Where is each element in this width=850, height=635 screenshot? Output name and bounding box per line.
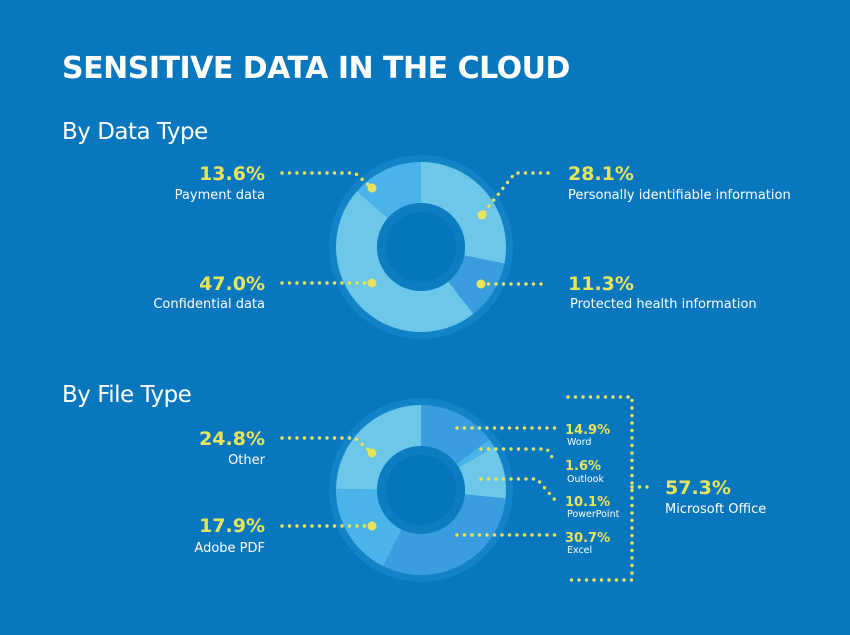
donut-hole: [386, 212, 456, 282]
value-confidential: 47.0%: [199, 273, 265, 295]
leader-dot-phi: [476, 279, 486, 289]
value-payment: 13.6%: [199, 163, 265, 185]
value-powerpoint: 10.1%: [565, 495, 610, 510]
chart-title-data-type: By Data Type: [62, 119, 208, 145]
donut-slice-powerpoint: [458, 446, 506, 499]
leader-outlook: [479, 447, 557, 464]
label-adobe: Adobe PDF: [194, 541, 265, 556]
leader-dot-pii: [477, 210, 487, 220]
donut-slice-personally-identifiable-information: [421, 162, 506, 264]
value-adobe: 17.9%: [199, 515, 265, 537]
bracket-microsoft-office: [566, 395, 654, 582]
value-phi: 11.3%: [568, 273, 634, 295]
donut-data-type: [329, 155, 513, 339]
label-powerpoint: PowerPoint: [567, 509, 620, 520]
label-other: Other: [228, 453, 266, 468]
leader-pii: [480, 171, 550, 217]
value-excel: 30.7%: [565, 531, 610, 546]
label-word: Word: [567, 437, 591, 448]
label-excel: Excel: [567, 545, 592, 556]
value-outlook: 1.6%: [565, 459, 601, 474]
donut-slice-excel: [383, 494, 506, 575]
leader-dot-adobe: [367, 521, 377, 531]
donut-slice-confidential-data: [336, 191, 474, 332]
leader-dot-confidential: [367, 278, 377, 288]
donut-slice-word: [421, 405, 490, 464]
value-other: 24.8%: [199, 428, 265, 450]
leader-dot-other: [367, 448, 377, 458]
donut-slice-payment-data: [356, 162, 421, 219]
value-word: 14.9%: [565, 423, 610, 438]
label-outlook: Outlook: [567, 474, 604, 485]
donut-file-type: [329, 398, 513, 582]
label-payment: Payment data: [175, 188, 265, 203]
label-phi: Protected health information: [570, 297, 757, 312]
value-pii: 28.1%: [568, 163, 634, 185]
chart-title-file-type: By File Type: [62, 382, 191, 408]
donut-slice-other: [336, 405, 421, 490]
page-title: SENSITIVE DATA IN THE CLOUD: [62, 51, 570, 86]
leader-powerpoint: [479, 477, 557, 502]
label-confidential: Confidential data: [153, 297, 265, 312]
leader-dot-payment: [367, 183, 377, 193]
value-microsoft-office: 57.3%: [665, 477, 731, 499]
donut-hole: [386, 455, 456, 525]
donut-slice-protected-health-information: [448, 255, 505, 314]
donut-slice-outlook: [456, 439, 495, 468]
label-pii: Personally identifiable information: [568, 188, 791, 203]
label-microsoft-office: Microsoft Office: [665, 502, 766, 517]
